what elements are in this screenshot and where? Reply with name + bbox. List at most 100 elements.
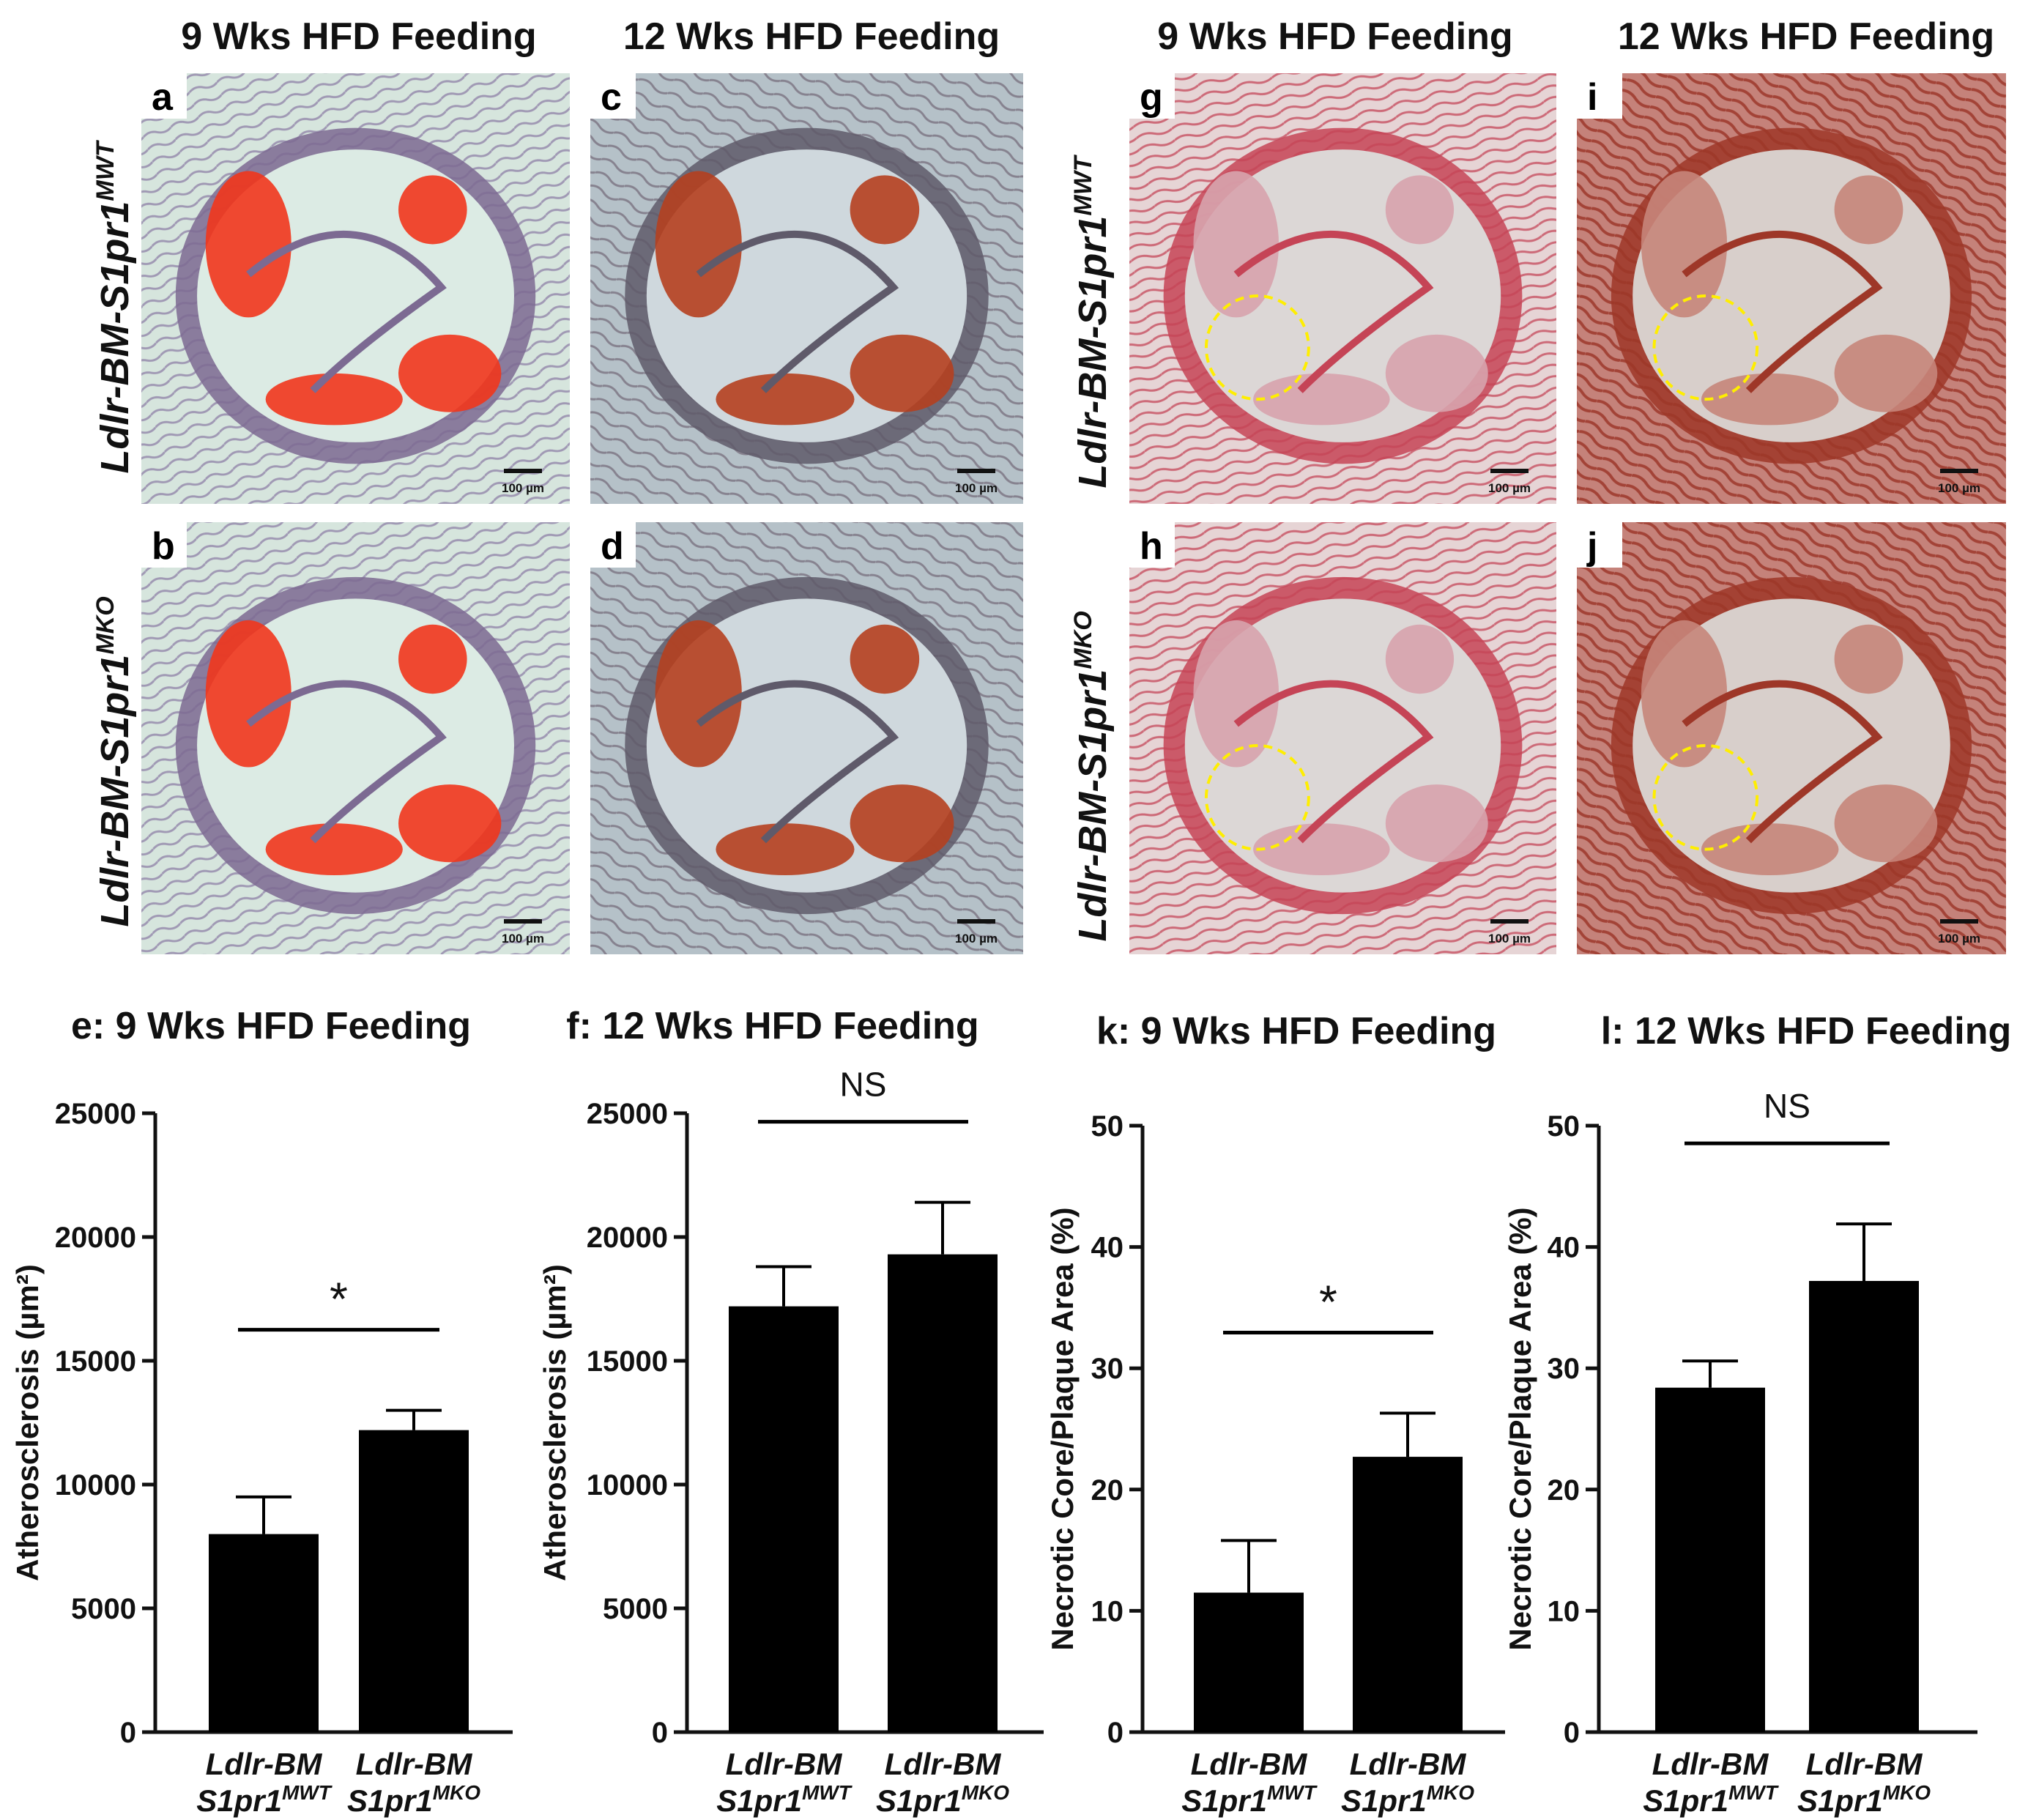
y-tick-label: 10 bbox=[1091, 1595, 1124, 1627]
row-label-mko-left: Ldlr-BM-S1pr1MKO bbox=[92, 596, 137, 926]
y-tick-label: 25000 bbox=[587, 1098, 668, 1130]
category-label-line1: Ldlr-BM bbox=[885, 1747, 1002, 1781]
y-tick-label: 5000 bbox=[603, 1593, 668, 1625]
panel-letter-h: h bbox=[1140, 525, 1163, 568]
bar-1 bbox=[209, 1534, 319, 1732]
column-title-1: 9 Wks HFD Feeding bbox=[181, 15, 536, 58]
bar-1 bbox=[1194, 1592, 1304, 1732]
category-label-line1: Ldlr-BM bbox=[206, 1747, 323, 1781]
bar-chart-2: f: 12 Wks HFD Feeding 0 5000 10000 15000 2000… bbox=[538, 1005, 1044, 1818]
y-tick-label: 10000 bbox=[55, 1469, 136, 1501]
y-tick-label: 0 bbox=[652, 1717, 668, 1749]
micrograph-panel-g: g 100 µm bbox=[1129, 73, 1556, 504]
significance-label: NS bbox=[1764, 1087, 1810, 1125]
y-axis-label: Necrotic Core/Plaque Area (%) bbox=[1503, 1207, 1537, 1650]
scale-bar-label: 100 µm bbox=[1938, 932, 1980, 946]
scale-bar bbox=[1940, 919, 1978, 924]
category-label-line1: Ldlr-BM bbox=[1806, 1747, 1923, 1781]
row-label-mwt-right: Ldlr-BM-S1pr1MWT bbox=[1069, 154, 1115, 488]
category-label-line2: S1pr1MWT bbox=[196, 1781, 333, 1818]
category-label-line2: S1pr1MKO bbox=[876, 1781, 1009, 1818]
scale-bar-label: 100 µm bbox=[1938, 481, 1980, 495]
column-title-3: 9 Wks HFD Feeding bbox=[1157, 15, 1512, 58]
panel-letter-a: a bbox=[152, 76, 174, 119]
y-tick-label: 40 bbox=[1548, 1232, 1581, 1264]
category-label-line1: Ldlr-BM bbox=[356, 1747, 473, 1781]
micrograph-panel-a: a 100 µm bbox=[141, 73, 570, 504]
scale-bar bbox=[504, 469, 542, 473]
scale-bar-label: 100 µm bbox=[502, 481, 544, 495]
column-title-4: 12 Wks HFD Feeding bbox=[1618, 15, 1994, 58]
row-label-mko-right: Ldlr-BM-S1pr1MKO bbox=[1069, 611, 1115, 941]
scale-bar-label: 100 µm bbox=[502, 932, 544, 946]
scale-bar bbox=[1490, 919, 1529, 924]
scale-bar bbox=[957, 469, 995, 473]
significance-label: * bbox=[1319, 1275, 1337, 1328]
row-label-mwt-left: Ldlr-BM-S1pr1MWT bbox=[92, 139, 137, 473]
micrograph-panel-b: b 100 µm bbox=[141, 522, 570, 954]
micrograph-panel-j: j 100 µm bbox=[1577, 522, 2006, 954]
scale-bar-label: 100 µm bbox=[1488, 481, 1531, 495]
bar-chart-3: k: 9 Wks HFD Feeding 0 10 20 30 40 50 Necrotic … bbox=[1045, 1010, 1505, 1818]
category-label-line2: S1pr1MKO bbox=[347, 1781, 480, 1818]
significance-label: NS bbox=[840, 1066, 887, 1104]
scale-bar bbox=[957, 919, 995, 924]
column-title-2: 12 Wks HFD Feeding bbox=[623, 15, 1000, 58]
bar-2 bbox=[359, 1430, 469, 1732]
scale-bar-label: 100 µm bbox=[955, 481, 998, 495]
y-tick-label: 5000 bbox=[71, 1593, 136, 1625]
chart-title: f: 12 Wks HFD Feeding bbox=[566, 1005, 978, 1047]
panel-letter-b: b bbox=[152, 525, 175, 568]
micrograph-panel-d: d 100 µm bbox=[590, 522, 1023, 954]
y-tick-label: 10 bbox=[1548, 1595, 1581, 1627]
panel-letter-i: i bbox=[1587, 76, 1597, 119]
category-label-line1: Ldlr-BM bbox=[1652, 1747, 1769, 1781]
scale-bar bbox=[1490, 469, 1529, 473]
y-tick-label: 25000 bbox=[55, 1098, 136, 1130]
significance-label: * bbox=[330, 1273, 348, 1326]
y-axis-label: Necrotic Core/Plaque Area (%) bbox=[1045, 1207, 1080, 1650]
micrograph-panel-c: c 100 µm bbox=[590, 73, 1023, 504]
scale-bar-label: 100 µm bbox=[1488, 932, 1531, 946]
category-label-line2: S1pr1MKO bbox=[1797, 1781, 1931, 1818]
bar-charts: e: 9 Wks HFD Feeding05000100001500020000… bbox=[10, 1005, 2011, 1818]
category-label-line1: Ldlr-BM bbox=[1191, 1747, 1308, 1781]
micrograph-panels: a 100 µm b 100 µm c 100 µm d 100 µm g 100 µm h 100 … bbox=[141, 73, 2006, 954]
chart-title: k: 9 Wks HFD Feeding bbox=[1096, 1010, 1496, 1052]
y-axis-label: Atherosclerosis (µm²) bbox=[10, 1264, 45, 1581]
y-tick-label: 0 bbox=[1107, 1717, 1123, 1749]
y-tick-label: 20 bbox=[1548, 1474, 1581, 1507]
y-tick-label: 0 bbox=[120, 1717, 136, 1749]
y-tick-label: 0 bbox=[1564, 1717, 1580, 1749]
y-tick-label: 30 bbox=[1548, 1353, 1581, 1385]
y-tick-label: 20 bbox=[1091, 1474, 1124, 1507]
scale-bar bbox=[1940, 469, 1978, 473]
y-tick-label: 20000 bbox=[587, 1222, 668, 1254]
y-tick-label: 50 bbox=[1091, 1110, 1124, 1143]
bar-chart-4: l: 12 Wks HFD Feeding 0 10 20 30 40 50 Necrotic… bbox=[1503, 1010, 2011, 1818]
chart-title: e: 9 Wks HFD Feeding bbox=[71, 1005, 471, 1047]
category-label-line2: S1pr1MWT bbox=[1643, 1781, 1779, 1818]
panel-letter-c: c bbox=[601, 76, 622, 119]
micrograph-panel-i: i 100 µm bbox=[1577, 73, 2006, 504]
y-tick-label: 10000 bbox=[587, 1469, 668, 1501]
y-tick-label: 40 bbox=[1091, 1232, 1124, 1264]
scale-bar bbox=[504, 919, 542, 924]
category-label-line1: Ldlr-BM bbox=[1350, 1747, 1467, 1781]
y-tick-label: 15000 bbox=[55, 1345, 136, 1378]
y-axis-label: Atherosclerosis (µm²) bbox=[538, 1264, 572, 1581]
chart-title: l: 12 Wks HFD Feeding bbox=[1601, 1010, 2012, 1052]
scale-bar-label: 100 µm bbox=[955, 932, 998, 946]
y-tick-label: 30 bbox=[1091, 1353, 1124, 1385]
bar-1 bbox=[729, 1306, 839, 1732]
panel-letter-j: j bbox=[1586, 525, 1597, 568]
bar-1 bbox=[1655, 1387, 1765, 1732]
bar-2 bbox=[1353, 1457, 1463, 1732]
panel-letter-g: g bbox=[1140, 76, 1163, 119]
y-tick-label: 50 bbox=[1548, 1110, 1581, 1143]
panel-letter-d: d bbox=[601, 525, 624, 568]
micrograph-panel-h: h 100 µm bbox=[1129, 522, 1556, 954]
y-tick-label: 15000 bbox=[587, 1345, 668, 1378]
bar-chart-1: e: 9 Wks HFD Feeding 0 5000 10000 15000 20000… bbox=[10, 1005, 513, 1818]
